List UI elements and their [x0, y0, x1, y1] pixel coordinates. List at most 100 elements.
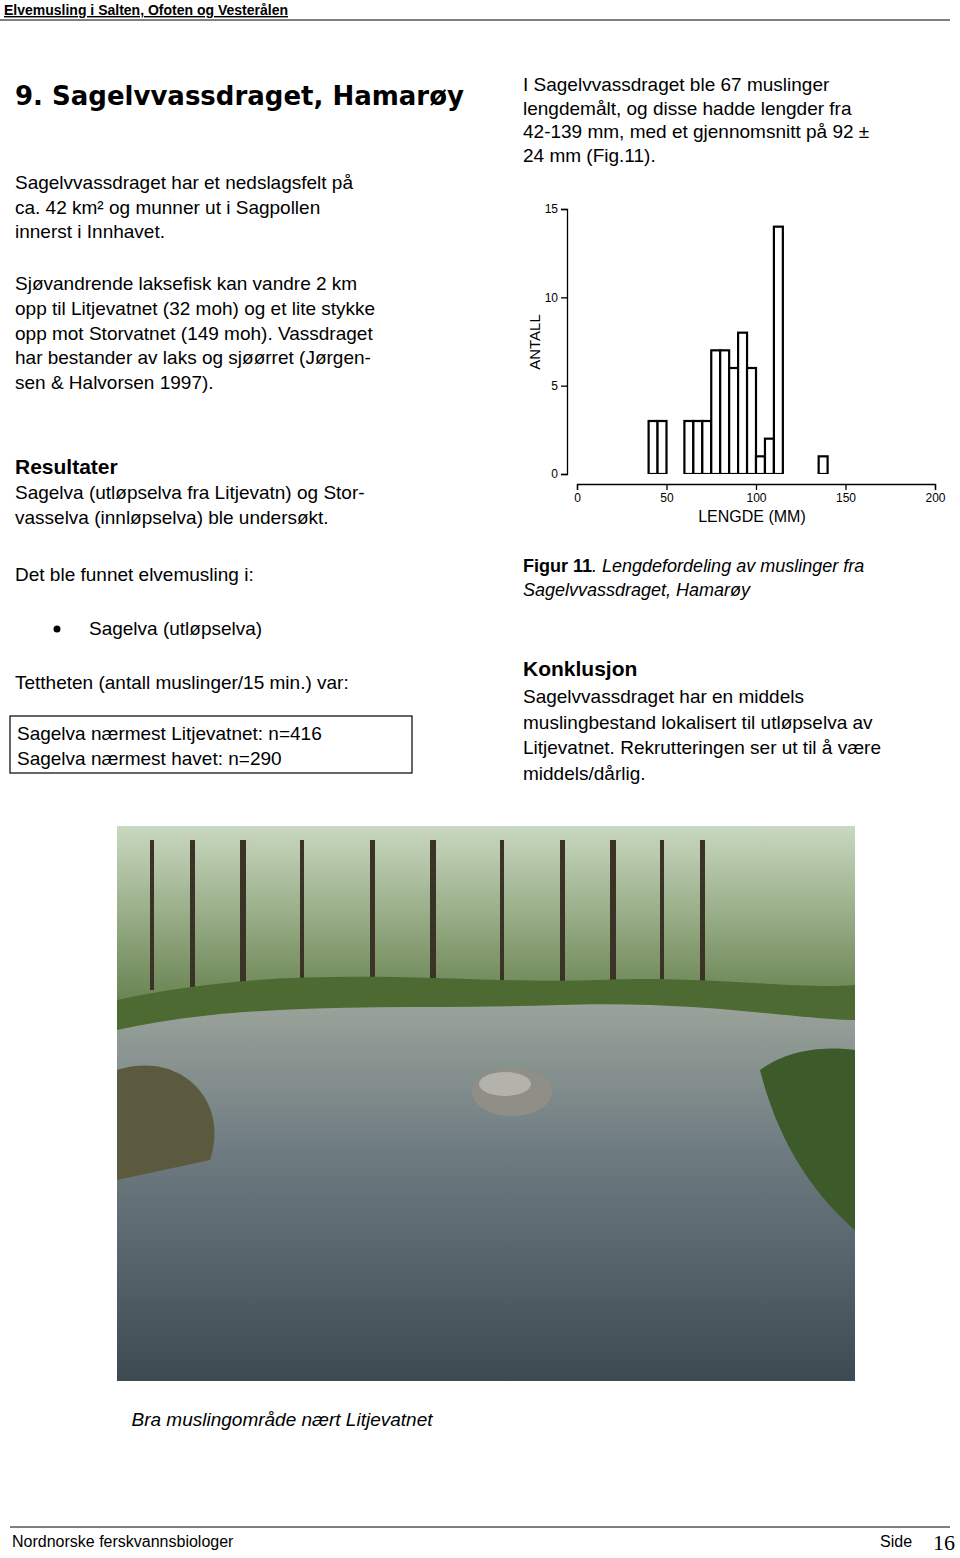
- paragraph-line: I Sagelvvassdraget ble 67 muslinger: [523, 74, 830, 95]
- paragraph-line: Sagelva (utløpselva fra Litjevatn) og St…: [15, 482, 365, 503]
- photo-trunk: [240, 840, 246, 990]
- y-tick-mark: [561, 209, 567, 210]
- x-tick: 100: [746, 484, 766, 505]
- photo-trunk: [150, 840, 154, 990]
- x-tick: 150: [836, 484, 856, 505]
- bars: [649, 227, 828, 474]
- bar: [658, 421, 667, 474]
- paragraph-line: Tettheten (antall muslinger/15 min.) var…: [15, 672, 349, 693]
- subheading: Resultater: [15, 455, 118, 478]
- paragraph-line: Det ble funnet elvemusling i:: [15, 564, 254, 585]
- x-tick: 200: [925, 484, 945, 505]
- header-rule: [0, 20, 950, 21]
- paragraph-line: Sagelvvassdraget har et nedslagsfelt på: [15, 172, 353, 193]
- running-header: Elvemusling i Salten, Ofoten og Vesterål…: [4, 2, 288, 18]
- bar: [810, 473, 819, 474]
- paragraph-line: middels/dårlig.: [523, 763, 646, 784]
- y-tick: 10: [545, 291, 567, 305]
- photo-rock-light: [479, 1072, 531, 1096]
- paragraph-line: ca. 42 km² og munner ut i Sagpollen: [15, 197, 320, 218]
- paragraph-line: lengdemålt, og disse hadde lengder fra: [523, 98, 852, 119]
- caption-text: Sagelvvassdraget, Hamarøy: [523, 580, 751, 600]
- bar: [649, 421, 658, 474]
- paragraph-line: har bestander av laks og sjøørret (Jørge…: [15, 347, 371, 368]
- x-tick-mark: [935, 484, 936, 490]
- photo-forest: [117, 826, 855, 1381]
- y-tick: 5: [551, 379, 567, 393]
- page-number: 16: [933, 1530, 955, 1555]
- paragraph-line: opp til Litjevatnet (32 moh) og et lite …: [15, 298, 375, 319]
- bar: [720, 350, 729, 474]
- list-item: Sagelva (utløpselva): [89, 618, 262, 639]
- section-heading: 9. Sagelvvassdraget, Hamarøy: [15, 81, 464, 111]
- x-tick-label: 200: [925, 491, 945, 505]
- y-axis: 0 5 10 15: [545, 202, 568, 481]
- bar: [667, 473, 676, 474]
- bar: [702, 421, 711, 474]
- paragraph-line: Sjøvandrende laksefisk kan vandre 2 km: [15, 273, 357, 294]
- y-axis-title: ANTALL: [526, 314, 543, 370]
- x-tick-mark: [845, 484, 846, 490]
- bar: [783, 473, 792, 474]
- bar: [729, 368, 738, 474]
- photo-trunk: [300, 840, 304, 990]
- paragraph-line: innerst i Innhavet.: [15, 221, 165, 242]
- footer-text: Nordnorske ferskvannsbiologer: [12, 1533, 234, 1550]
- paragraph-line: sen & Halvorsen 1997).: [15, 372, 214, 393]
- y-tick-label: 5: [551, 379, 558, 393]
- paragraph-line: opp mot Storvatnet (149 moh). Vassdraget: [15, 323, 373, 344]
- y-tick-label: 15: [545, 202, 559, 216]
- box-line: Sagelva nærmest havet: n=290: [17, 748, 282, 769]
- photo-trunk: [430, 840, 436, 990]
- y-axis-line: [561, 210, 568, 475]
- photo-rock: [472, 1068, 552, 1116]
- bar: [774, 227, 783, 474]
- box-line: Sagelva nærmest Litjevatnet: n=416: [17, 723, 322, 744]
- paragraph-line: Litjevatnet. Rekrutteringen ser ut til å…: [523, 737, 881, 758]
- subheading: Konklusjon: [523, 657, 637, 680]
- y-tick-label: 0: [551, 467, 558, 481]
- x-axis-title: LENGDE (MM): [698, 508, 806, 525]
- x-tick: 50: [660, 484, 674, 505]
- y-tick-mark: [561, 474, 567, 475]
- x-tick-label: 50: [660, 491, 674, 505]
- bar: [711, 350, 720, 474]
- x-tick-label: 0: [574, 491, 581, 505]
- photo-trunk: [660, 840, 664, 990]
- bullet: [54, 626, 61, 633]
- bar: [684, 421, 693, 474]
- x-tick-mark: [756, 484, 757, 490]
- photo-caption: Bra muslingområde nært Litjevatnet: [132, 1409, 434, 1430]
- footer-text: Side: [880, 1533, 912, 1550]
- bar: [693, 421, 702, 474]
- photo-shore: [760, 1048, 855, 1230]
- photo-shore: [117, 1066, 214, 1180]
- y-tick: 15: [545, 202, 567, 216]
- x-axis-line: [578, 485, 936, 491]
- x-tick-mark: [666, 484, 667, 490]
- y-tick-mark: [561, 386, 567, 387]
- x-tick: 0: [574, 484, 581, 505]
- page: Elvemusling i Salten, Ofoten og Vesterål…: [0, 0, 960, 1558]
- bar: [738, 333, 747, 474]
- histogram: 051015050100150200: [545, 202, 946, 504]
- photo-trunk: [610, 840, 616, 990]
- bar: [675, 473, 684, 474]
- paragraph-line: vasselva (innløpselva) ble undersøkt.: [15, 507, 329, 528]
- footer-rule: [10, 1527, 950, 1528]
- y-tick-mark: [561, 297, 567, 298]
- figure-caption: Figur 11. Lengdefordeling av muslinger f…: [523, 556, 864, 576]
- paragraph-line: 42-139 mm, med et gjennomsnitt på 92 ±: [523, 121, 869, 142]
- caption-label: Figur 11: [523, 556, 592, 576]
- bar: [792, 473, 801, 474]
- photo: [117, 826, 855, 1381]
- y-tick: 0: [551, 467, 567, 481]
- bar: [747, 368, 756, 474]
- x-axis: 0 50 100 150 200: [574, 484, 946, 505]
- paragraph-line: Sagelvvassdraget har en middels: [523, 686, 804, 707]
- x-tick-mark: [577, 484, 578, 490]
- bar: [765, 439, 774, 474]
- photo-trunk: [500, 840, 504, 990]
- paragraph-line: muslingbestand lokalisert til utløpselva…: [523, 712, 873, 733]
- photo-trunk: [700, 840, 705, 990]
